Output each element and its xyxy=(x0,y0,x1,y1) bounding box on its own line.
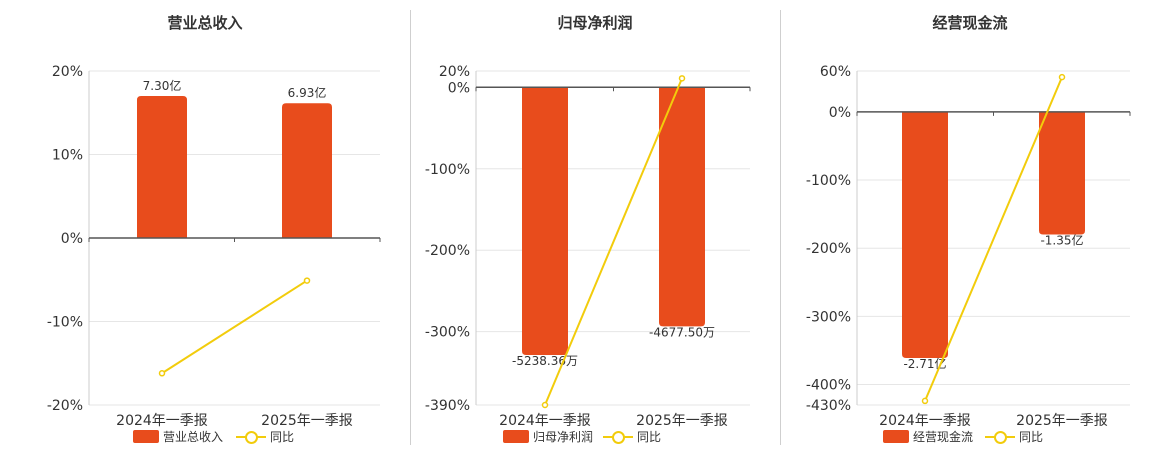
y-tick-label: -300% xyxy=(425,325,470,341)
y-tick-label: 0% xyxy=(448,80,470,96)
legend-label: 同比 xyxy=(1019,430,1044,444)
legend: 经营现金流 同比 xyxy=(780,428,1160,444)
legend-line-icon xyxy=(985,430,1015,444)
yoy-point xyxy=(158,370,166,377)
legend-item-bar[interactable]: 归母净利润 xyxy=(503,428,593,445)
y-tick-label: -200% xyxy=(806,241,851,257)
legend: 营业总收入 同比 xyxy=(0,428,410,444)
y-tick-label: -390% xyxy=(425,398,470,414)
legend-swatch xyxy=(133,430,159,443)
x-category-label: 2025年一季报 xyxy=(1016,413,1108,429)
y-tick-label: -200% xyxy=(425,243,470,259)
yoy-point xyxy=(541,401,549,409)
legend-item-bar[interactable]: 经营现金流 xyxy=(883,428,973,445)
bar-data-label: -4677.50万 xyxy=(649,325,715,339)
yoy-line xyxy=(161,279,308,375)
chart-svg-cash-flow: 60% 0% -100% -200% -300% -400% -430% -2.71亿 -1.3… xyxy=(806,64,1131,429)
legend-item-bar[interactable]: 营业总收入 xyxy=(133,428,223,445)
legend-label: 归母净利润 xyxy=(533,430,594,444)
bar-data-label: -5238.36万 xyxy=(512,354,578,368)
y-tick-label: 0% xyxy=(829,105,851,121)
bar xyxy=(1039,111,1085,235)
panel-divider xyxy=(410,10,411,445)
y-tick-label: -10% xyxy=(47,315,83,331)
yoy-point xyxy=(678,75,686,82)
yoy-line xyxy=(924,76,1063,402)
legend-item-line[interactable]: 同比 xyxy=(236,428,294,445)
y-tick-label: -20% xyxy=(47,398,83,414)
legend-label: 经营现金流 xyxy=(913,430,974,444)
legend-line-icon xyxy=(236,430,266,444)
chart-title: 营业总收入 xyxy=(167,14,243,32)
x-category-label: 2024年一季报 xyxy=(499,413,591,429)
legend-label: 同比 xyxy=(270,430,295,444)
bar xyxy=(522,87,568,355)
y-tick-label: 0% xyxy=(61,231,83,247)
chart-svg-net-profit: 20%0% -100% -200% -300% -390% -5238.36万 -4677.… xyxy=(425,64,751,429)
legend-item-line[interactable]: 同比 xyxy=(603,428,661,445)
yoy-point xyxy=(1058,73,1066,81)
y-tick-label: -100% xyxy=(425,162,470,178)
bar xyxy=(902,111,948,359)
chart-title: 归母净利润 xyxy=(557,14,633,32)
bar-data-label: 6.93亿 xyxy=(288,85,327,100)
bar xyxy=(282,103,332,238)
x-category-label: 2024年一季报 xyxy=(116,413,208,429)
legend-swatch xyxy=(503,430,529,443)
x-category-label: 2025年一季报 xyxy=(261,413,353,429)
chart-panel-cash-flow: 经营现金流 60% 0% -100% -200% -300% -400% -430% -2.7… xyxy=(780,0,1160,450)
legend-line-icon xyxy=(603,430,633,444)
panel-divider xyxy=(780,10,781,445)
legend-item-line[interactable]: 同比 xyxy=(985,428,1043,445)
bar-data-label: -1.35亿 xyxy=(1040,232,1083,247)
yoy-point xyxy=(921,397,929,405)
chart-panel-net-profit: 归母净利润 20% 0% -100% -200% -300% -390% -5238.36万… xyxy=(410,0,780,450)
x-category-label: 2025年一季报 xyxy=(636,413,728,429)
y-tick-label: -430% xyxy=(806,398,851,414)
x-category-label: 2024年一季报 xyxy=(879,413,971,429)
chart-panel-revenue: 营业总收入 20% 10% 0% -10% -20% 7.30亿 6.93亿 2024年一季报… xyxy=(0,0,410,450)
y-tick-label: -400% xyxy=(806,378,851,394)
legend: 归母净利润 同比 xyxy=(410,428,780,444)
bar xyxy=(137,96,187,238)
legend-label: 营业总收入 xyxy=(163,430,224,444)
legend-label: 同比 xyxy=(637,430,662,444)
chart-title: 经营现金流 xyxy=(932,14,1008,32)
yoy-line xyxy=(544,77,683,406)
bar-data-label: -2.71亿 xyxy=(903,356,946,371)
bar-data-label: 7.30亿 xyxy=(143,78,182,93)
yoy-point xyxy=(303,277,311,284)
y-tick-label: 20% xyxy=(52,64,83,80)
y-tick-label: -100% xyxy=(806,173,851,189)
y-tick-label: -300% xyxy=(806,309,851,325)
y-tick-label: 10% xyxy=(52,148,83,164)
y-tick-label: 20% xyxy=(439,64,470,80)
chart-svg-revenue: 20% 10% 0% -10% -20% 7.30亿 6.93亿 2024年一季报 2025年一… xyxy=(47,64,381,429)
bar xyxy=(659,87,705,327)
y-tick-label: 60% xyxy=(820,64,851,80)
legend-swatch xyxy=(883,430,909,443)
